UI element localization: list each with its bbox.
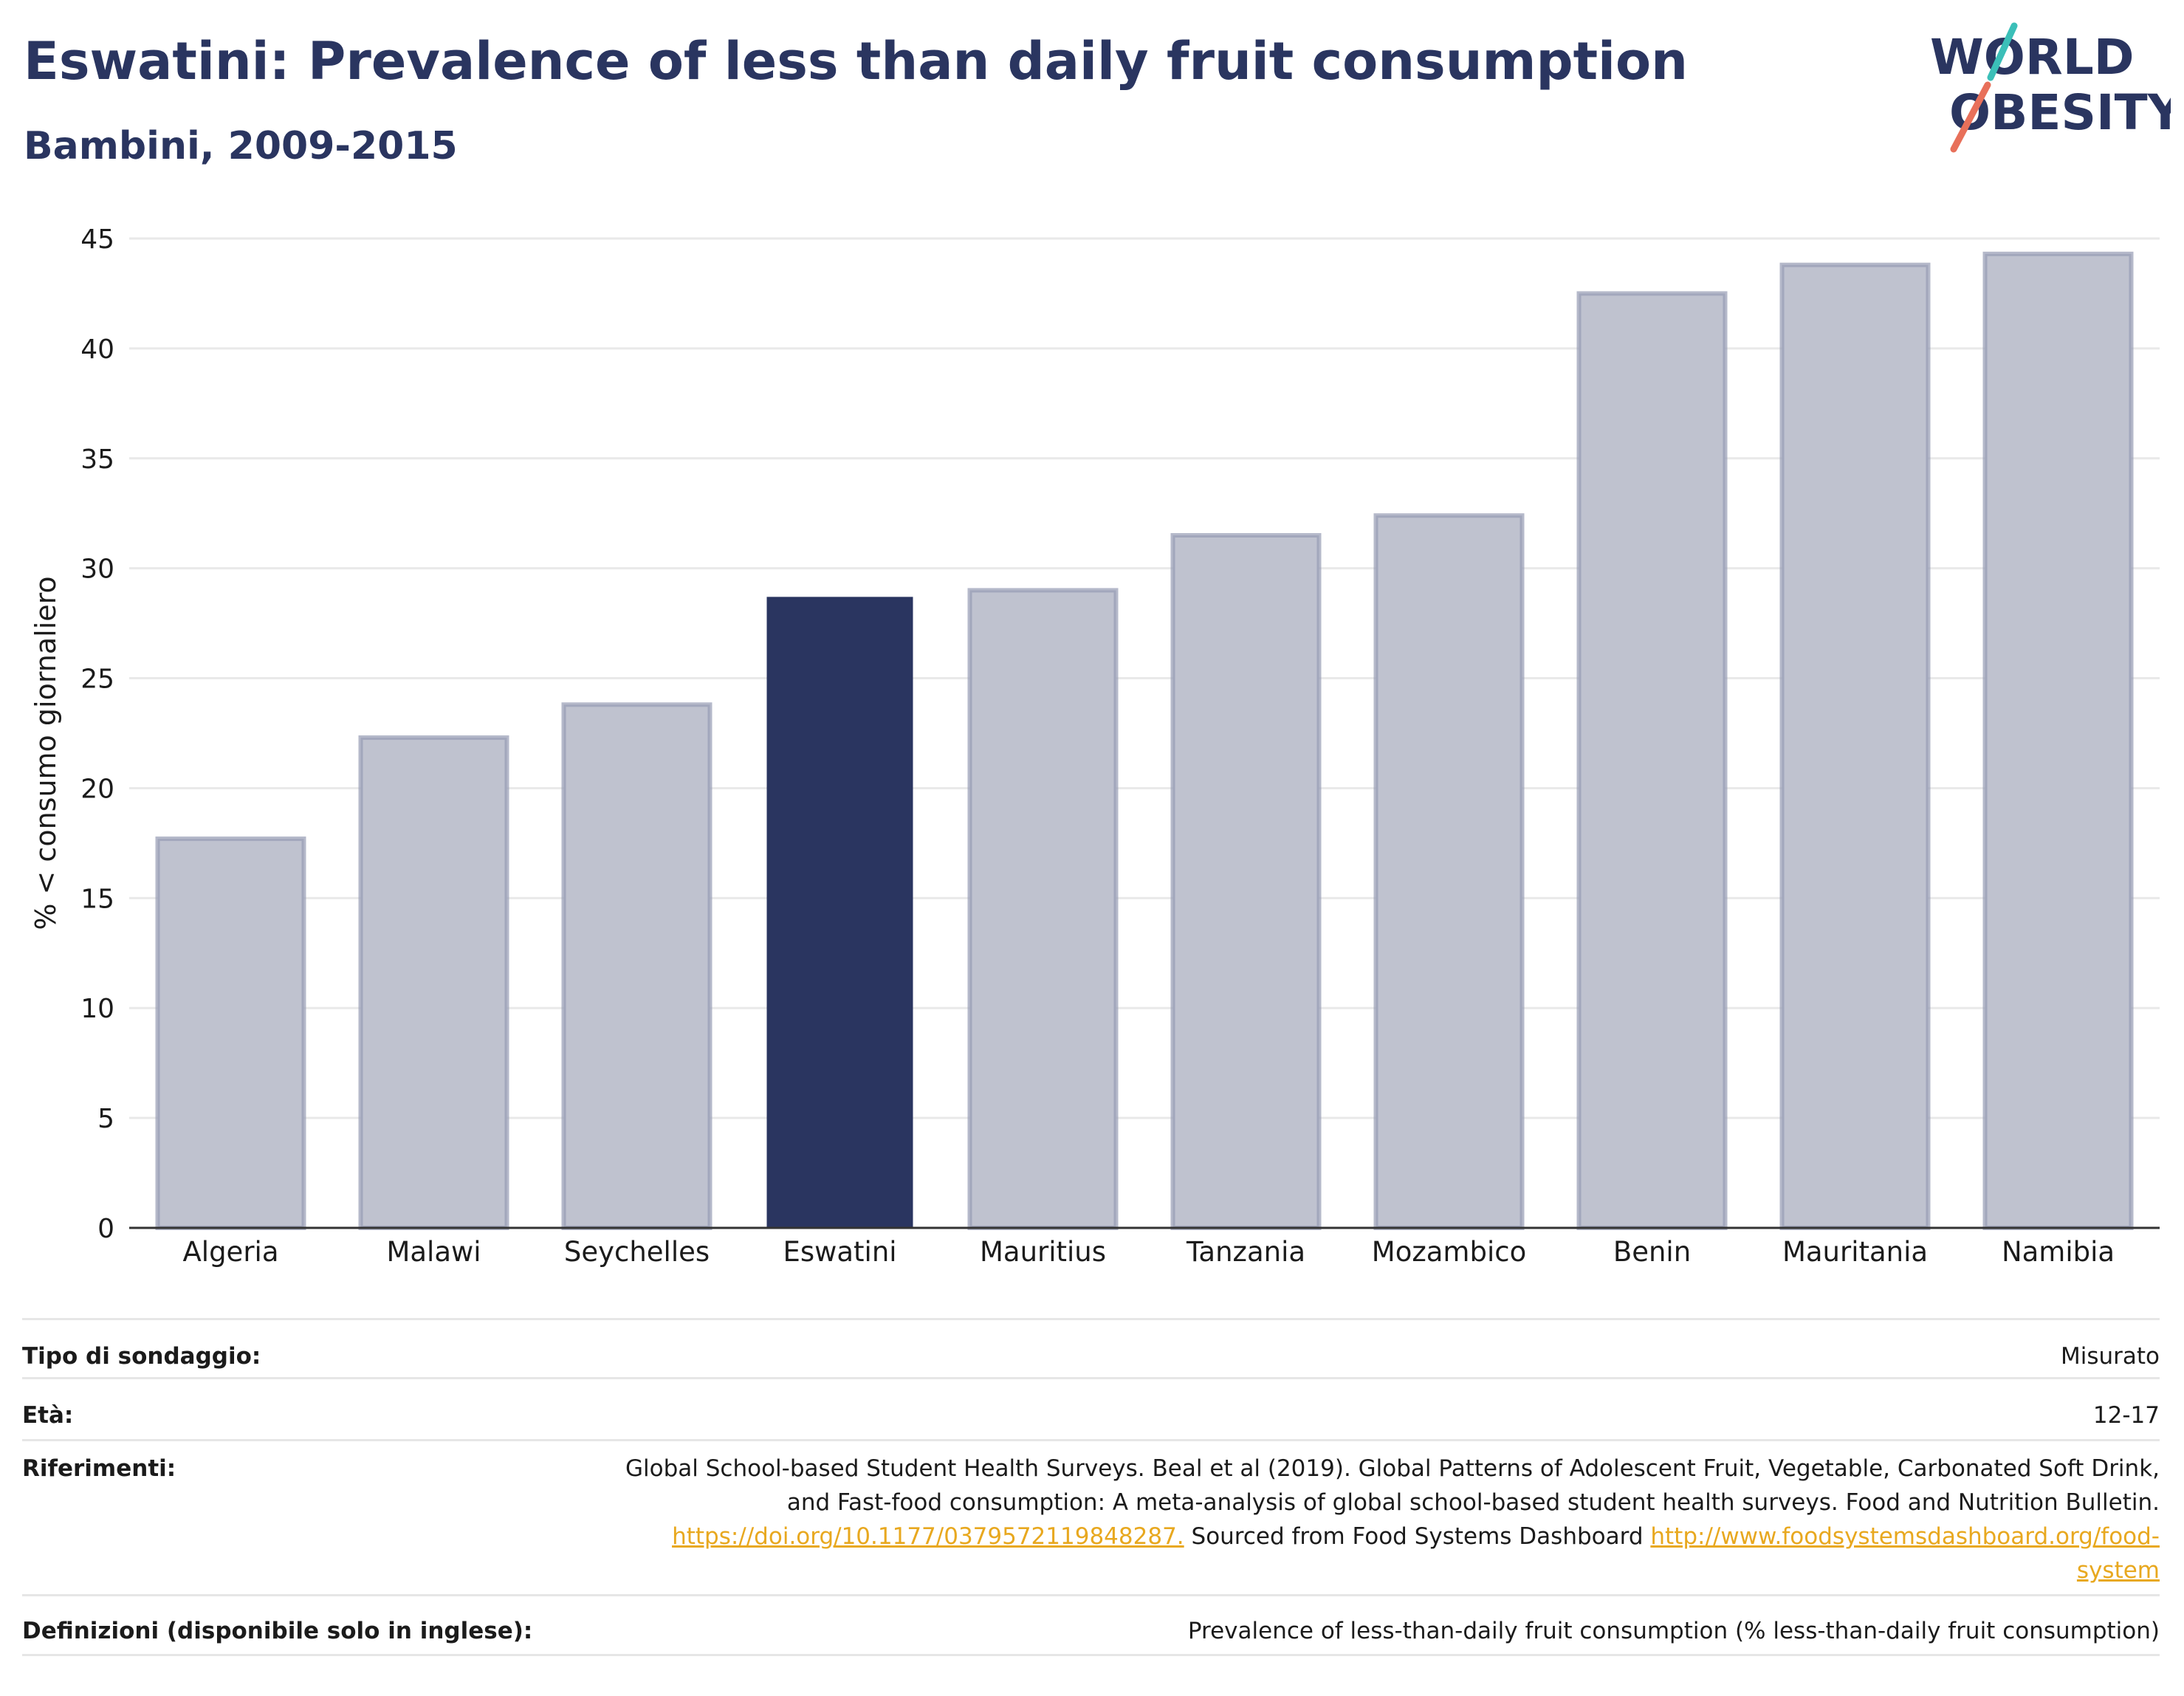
y-tick-label: 10 bbox=[80, 994, 114, 1024]
references-source-text: Sourced from Food Systems Dashboard bbox=[1191, 1523, 1644, 1550]
bar-eswatini bbox=[766, 597, 913, 1228]
x-tick-label: Mozambico bbox=[1372, 1236, 1526, 1268]
bar-namibia bbox=[1982, 251, 2134, 1230]
y-tick-label: 15 bbox=[80, 884, 114, 914]
references-text: Global School-based Student Health Surve… bbox=[625, 1455, 2160, 1516]
y-axis-label: % < consumo giornaliero bbox=[30, 576, 62, 930]
y-tick-label: 0 bbox=[97, 1214, 114, 1244]
y-tick-label: 40 bbox=[80, 334, 114, 365]
definitions-value: Prevalence of less-than-daily fruit cons… bbox=[1187, 1618, 2160, 1644]
y-tick-label: 30 bbox=[80, 555, 114, 585]
bar-chart: 0 5 10 15 20 25 30 35 40 45 Algeria Malawi Seychell… bbox=[30, 224, 2160, 1268]
references-value: Global School-based Student Health Surve… bbox=[609, 1452, 2160, 1587]
y-tick-label: 20 bbox=[80, 774, 114, 804]
x-tick-label: Algeria bbox=[182, 1236, 278, 1268]
references-label: Riferimenti: bbox=[22, 1455, 176, 1482]
food-systems-link[interactable]: http://www.foodsystemsdashboard.org/food… bbox=[1650, 1523, 2160, 1584]
age-value: 12-17 bbox=[2092, 1402, 2160, 1429]
logo-line1: WORLD bbox=[1930, 29, 2135, 86]
info-row-survey: Tipo di sondaggio: Misurato bbox=[22, 1318, 2160, 1377]
x-tick-label: Namibia bbox=[2002, 1236, 2115, 1268]
definitions-label: Definizioni (disponibile solo in inglese… bbox=[22, 1618, 533, 1644]
doi-link[interactable]: https://doi.org/10.1177/0379572119848287… bbox=[672, 1523, 1184, 1550]
bar-mauritius bbox=[967, 588, 1119, 1230]
world-obesity-logo: WORLD OBESITY bbox=[1930, 22, 2171, 153]
bar-seychelles bbox=[561, 702, 712, 1230]
survey-type-label: Tipo di sondaggio: bbox=[22, 1343, 261, 1370]
info-row-age: Età: 12-17 bbox=[22, 1377, 2160, 1439]
bar-benin bbox=[1576, 291, 1728, 1230]
bar-algeria bbox=[155, 836, 306, 1230]
y-tick-label: 45 bbox=[80, 224, 114, 255]
x-tick-label: Benin bbox=[1613, 1236, 1691, 1268]
y-tick-labels: 0 5 10 15 20 25 30 35 40 45 bbox=[80, 224, 114, 1244]
survey-type-value: Misurato bbox=[2060, 1343, 2160, 1370]
age-label: Età: bbox=[22, 1402, 74, 1429]
x-tick-label: Mauritania bbox=[1782, 1236, 1928, 1268]
x-tick-label: Eswatini bbox=[783, 1236, 896, 1268]
y-tick-label: 35 bbox=[80, 444, 114, 475]
chart-title: Eswatini: Prevalence of less than daily … bbox=[24, 31, 1688, 92]
info-row-definitions: Definizioni (disponibile solo in inglese… bbox=[22, 1594, 2160, 1656]
x-tick-labels: Algeria Malawi Seychelles Eswatini Mauritius… bbox=[182, 1236, 2115, 1268]
bar-tanzania bbox=[1170, 533, 1322, 1230]
bar-mozambico bbox=[1373, 513, 1525, 1230]
info-table: Tipo di sondaggio: Misurato Età: 12-17 R… bbox=[22, 1318, 2160, 1656]
y-tick-label: 5 bbox=[97, 1104, 114, 1134]
x-tick-label: Malawi bbox=[386, 1236, 481, 1268]
logo-slash-teal bbox=[1987, 22, 2018, 81]
bars bbox=[155, 251, 2134, 1231]
bar-mauritania bbox=[1779, 262, 1931, 1231]
x-tick-label: Mauritius bbox=[980, 1236, 1106, 1268]
logo-slash-coral bbox=[1950, 81, 1991, 153]
chart-subtitle: Bambini, 2009-2015 bbox=[24, 124, 458, 168]
bar-malawi bbox=[358, 735, 509, 1230]
y-tick-label: 25 bbox=[80, 665, 114, 695]
x-tick-label: Seychelles bbox=[564, 1236, 710, 1268]
info-row-references: Riferimenti: Global School-based Student… bbox=[22, 1439, 2160, 1594]
x-tick-label: Tanzania bbox=[1186, 1236, 1305, 1268]
